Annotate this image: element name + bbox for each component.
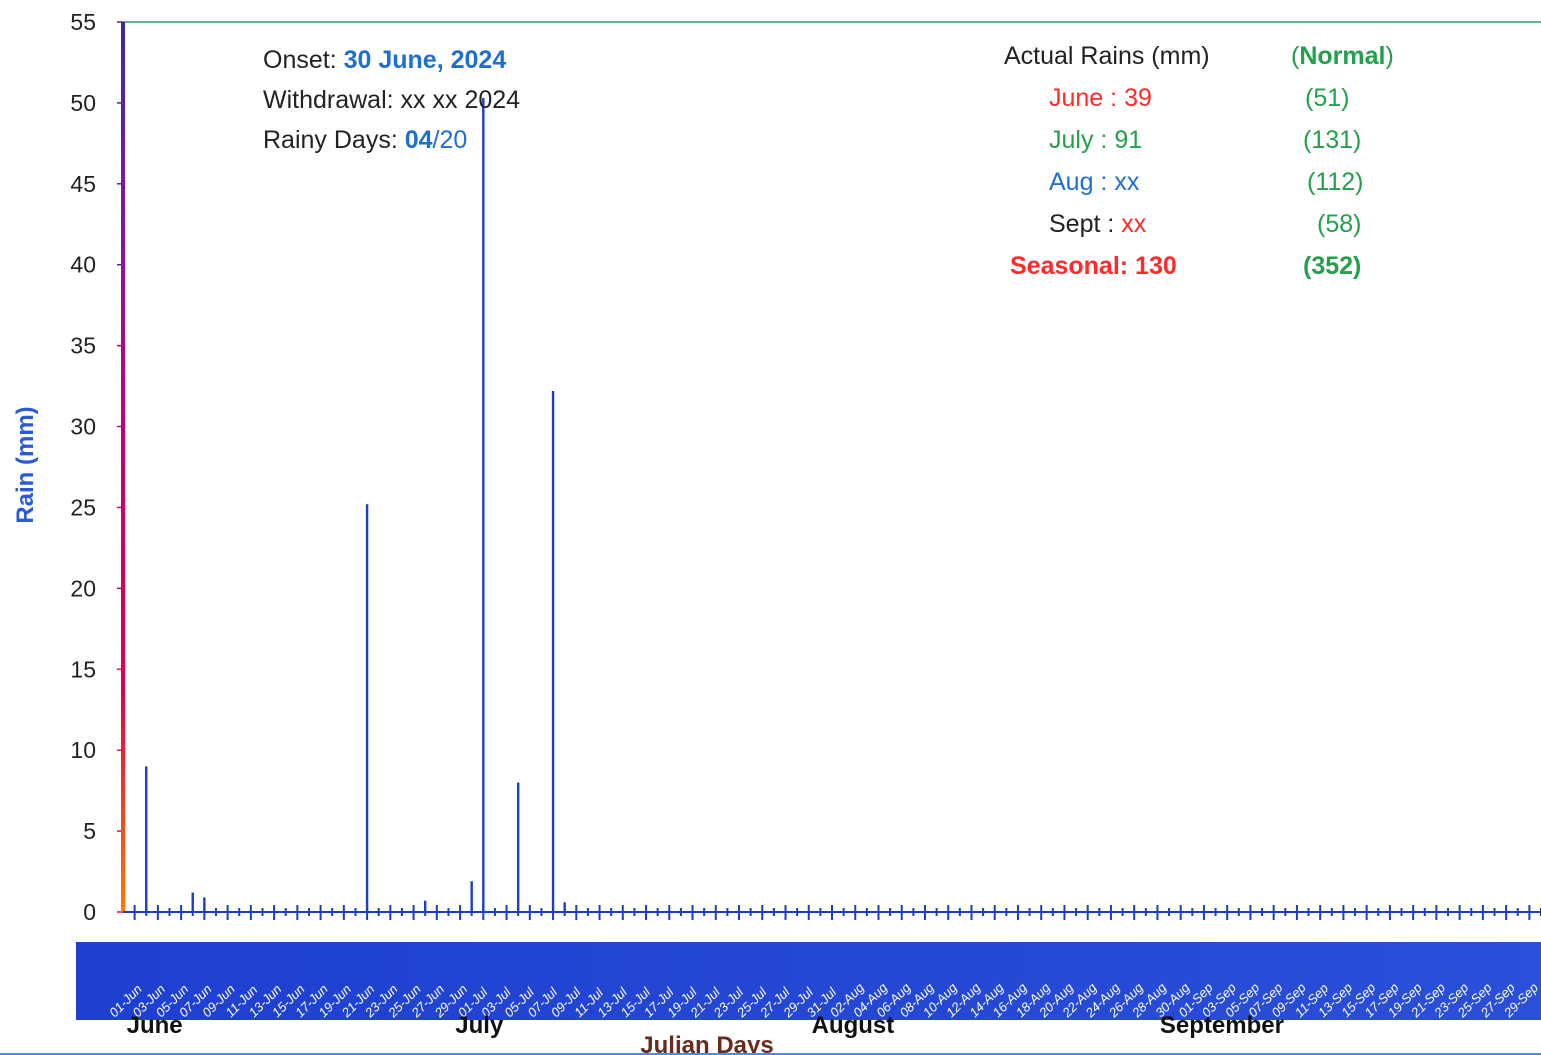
rain-bars: [145, 98, 566, 913]
rain-month-aug: Aug: [1049, 168, 1094, 196]
normal-header-open: (: [1291, 42, 1300, 70]
month-label: September: [1160, 1012, 1284, 1039]
date-band: [76, 942, 1541, 1020]
onset-label: Onset:: [263, 46, 337, 74]
month-label: August: [812, 1012, 895, 1039]
y-tick-label: 10: [70, 737, 96, 763]
rain-actual-july: 91: [1114, 126, 1143, 154]
normal-july: (131): [1303, 126, 1362, 154]
withdrawal-row: Withdrawal: xx xx 2024: [263, 80, 520, 120]
onset-info-box: Onset: 30 June, 2024 Withdrawal: xx xx 2…: [263, 40, 520, 160]
normal-header-close: ): [1385, 42, 1394, 70]
rain-month-july: July: [1049, 126, 1094, 154]
normal-header-word: Normal: [1299, 42, 1386, 70]
rain-row-aug: Aug : xx: [1004, 161, 1210, 203]
rain-row-sept: Sept : xx: [1004, 203, 1210, 245]
rain-bar: [551, 390, 555, 913]
normal-aug: (112): [1307, 168, 1364, 196]
y-tick-labels: 0 5 10 15 20 25 30 35 40 45 50 55: [70, 9, 96, 925]
normal-sept: (58): [1317, 210, 1362, 238]
rain-bar: [145, 766, 148, 912]
rain-row-june: June : 39: [1004, 77, 1210, 119]
y-axis-line: [121, 22, 125, 912]
y-tick-label: 50: [70, 90, 96, 116]
rain-sep-sept: :: [1100, 210, 1122, 238]
seasonal-total: Seasonal: 130: [1010, 252, 1177, 280]
normal-header: (Normal): [1291, 35, 1394, 77]
rainy-days-total: 20: [439, 126, 468, 154]
rainy-days-actual: 04: [404, 126, 433, 154]
rain-bar: [203, 897, 206, 912]
rain-bar: [516, 782, 520, 912]
y-axis-title: Rain (mm): [12, 406, 39, 523]
rain-actual-sept: xx: [1121, 210, 1147, 238]
rain-bar: [365, 504, 369, 912]
y-tick-label: 35: [70, 333, 96, 359]
rain-bar: [482, 98, 485, 912]
normal-seasonal: (352): [1303, 252, 1362, 280]
actual-rains-header: Actual Rains (mm): [1004, 42, 1210, 70]
rainy-days-label: Rainy Days:: [263, 126, 398, 154]
onset-row: Onset: 30 June, 2024: [263, 40, 520, 80]
rain-month-sept: Sept: [1049, 210, 1101, 238]
rain-actual-aug: xx: [1114, 168, 1140, 196]
rain-bar: [423, 900, 427, 912]
withdrawal-value: xx xx 2024: [400, 86, 521, 114]
normal-june: (51): [1305, 84, 1350, 112]
actual-rains-column: Actual Rains (mm) June : 39 July : 91 Au…: [1004, 35, 1210, 287]
y-tick-label: 25: [70, 494, 96, 520]
withdrawal-label: Withdrawal:: [263, 86, 394, 114]
month-label: July: [455, 1012, 504, 1039]
x-axis-ticks: [133, 905, 1541, 920]
y-tick-label: 40: [70, 252, 96, 278]
rain-sep-aug: :: [1093, 168, 1115, 196]
month-label: June: [127, 1012, 183, 1039]
onset-value: 30 June, 2024: [343, 46, 507, 74]
rain-sep-june: :: [1103, 84, 1125, 112]
rain-month-june: June: [1049, 84, 1104, 112]
y-tick-label: 20: [70, 575, 96, 601]
x-axis-title: Julian Days: [640, 1032, 773, 1055]
y-tick-label: 30: [70, 414, 96, 440]
y-tick-label: 45: [70, 171, 96, 197]
normal-rains-column: (Normal) (51) (131) (112) (58) (352): [1291, 35, 1394, 287]
rain-bar: [191, 892, 194, 912]
rain-row-july: July : 91: [1004, 119, 1210, 161]
date-band-background: [76, 942, 1541, 1020]
rainy-days-row: Rainy Days: 04/20: [263, 120, 520, 160]
y-tick-label: 15: [70, 656, 96, 682]
rain-bar: [470, 881, 473, 912]
rainy-days-separator: /: [432, 126, 440, 154]
y-tick-label: 55: [70, 9, 96, 35]
rain-sep-july: :: [1093, 126, 1115, 154]
month-labels: June July August September: [127, 1012, 1284, 1039]
rain-actual-june: 39: [1124, 84, 1152, 112]
y-tick-label: 0: [83, 899, 96, 925]
rain-bar: [563, 902, 566, 912]
y-tick-label: 5: [83, 818, 96, 844]
